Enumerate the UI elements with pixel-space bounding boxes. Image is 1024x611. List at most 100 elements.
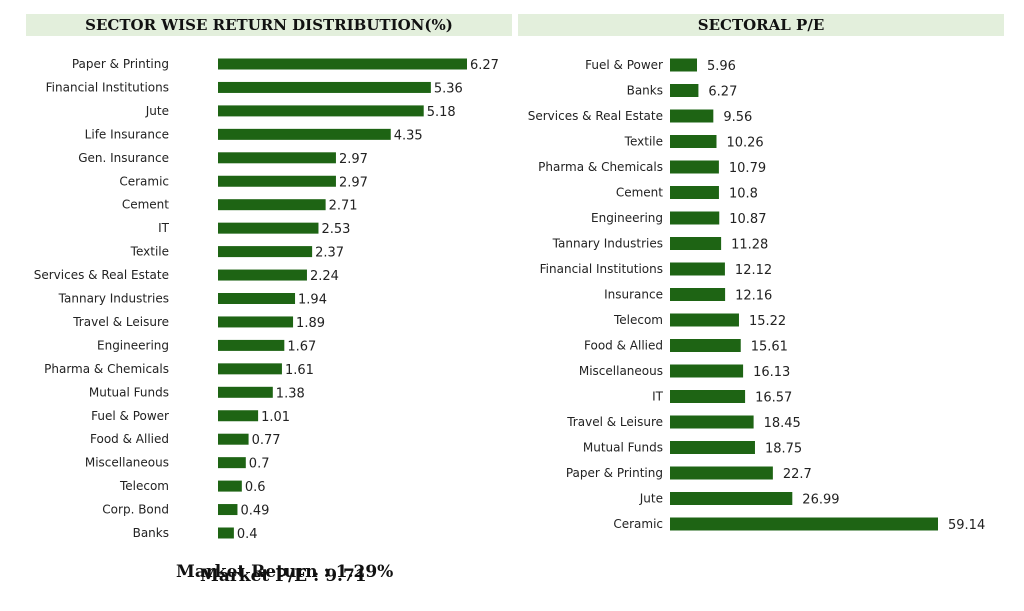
bar bbox=[670, 211, 720, 225]
value-label: 59.14 bbox=[948, 518, 985, 533]
value-label: 2.97 bbox=[339, 152, 368, 167]
bar bbox=[218, 527, 234, 539]
category-label: Engineering bbox=[591, 211, 663, 225]
bar bbox=[670, 313, 739, 327]
category-label: Insurance bbox=[604, 288, 663, 302]
bar bbox=[218, 128, 391, 140]
bar bbox=[218, 293, 296, 304]
bar bbox=[218, 105, 424, 117]
value-label: 5.18 bbox=[427, 105, 456, 120]
category-label: Pharma & Chemicals bbox=[538, 160, 663, 174]
return-chart-title: SECTOR WISE RETURN DISTRIBUTION(%) bbox=[26, 14, 512, 36]
category-label: Food & Allied bbox=[584, 339, 663, 353]
value-label: 12.16 bbox=[735, 289, 772, 304]
bar bbox=[670, 135, 717, 148]
bar bbox=[218, 480, 242, 492]
pe-chart-title: SECTORAL P/E bbox=[518, 14, 1004, 36]
value-label: 1.89 bbox=[296, 316, 325, 331]
bar bbox=[670, 364, 744, 378]
value-label: 10.26 bbox=[726, 136, 763, 151]
category-label: Paper & Printing bbox=[72, 57, 169, 71]
category-label: Tannary Industries bbox=[552, 237, 663, 251]
category-label: Cement bbox=[122, 198, 169, 212]
category-label: Textile bbox=[130, 245, 169, 259]
value-label: 1.94 bbox=[298, 293, 327, 308]
category-label: Services & Real Estate bbox=[34, 268, 169, 282]
bar bbox=[218, 433, 249, 445]
value-label: 2.53 bbox=[321, 222, 350, 237]
category-label: Gen. Insurance bbox=[78, 151, 169, 165]
value-label: 5.96 bbox=[707, 59, 736, 74]
market-pe-label: Market P/E : 9.71 bbox=[200, 566, 367, 586]
category-label: Food & Allied bbox=[90, 432, 169, 446]
value-label: 22.7 bbox=[783, 467, 812, 482]
category-label: Jute bbox=[639, 492, 663, 506]
bar bbox=[218, 386, 273, 398]
value-label: 10.87 bbox=[729, 212, 766, 227]
value-label: 15.61 bbox=[751, 340, 788, 355]
value-label: 18.45 bbox=[764, 416, 801, 431]
value-label: 9.56 bbox=[723, 110, 752, 125]
value-label: 1.67 bbox=[287, 339, 316, 354]
bar bbox=[218, 504, 238, 516]
bar bbox=[670, 84, 699, 97]
value-label: 0.6 bbox=[245, 480, 266, 495]
bar bbox=[218, 175, 336, 187]
value-label: 2.37 bbox=[315, 246, 344, 261]
category-label: IT bbox=[158, 221, 170, 235]
bar bbox=[670, 441, 755, 454]
bar bbox=[670, 466, 773, 480]
value-label: 2.71 bbox=[329, 199, 358, 214]
category-label: Miscellaneous bbox=[85, 456, 169, 470]
bar bbox=[670, 58, 698, 72]
bar bbox=[218, 269, 307, 281]
bar bbox=[670, 186, 719, 199]
value-label: 11.28 bbox=[731, 238, 768, 253]
category-label: Corp. Bond bbox=[102, 503, 169, 517]
category-label: Engineering bbox=[97, 338, 169, 352]
value-label: 10.8 bbox=[729, 187, 758, 202]
category-label: Travel & Leisure bbox=[72, 315, 169, 329]
category-label: Banks bbox=[133, 526, 169, 540]
category-label: Cement bbox=[616, 186, 663, 200]
category-label: Tannary Industries bbox=[58, 292, 169, 306]
bar bbox=[218, 246, 313, 258]
bar bbox=[218, 457, 246, 469]
category-label: Financial Institutions bbox=[46, 80, 169, 94]
value-label: 15.22 bbox=[749, 314, 786, 329]
bar bbox=[218, 363, 282, 375]
value-label: 2.24 bbox=[310, 269, 339, 284]
category-label: IT bbox=[652, 390, 664, 404]
pe-bar-chart: Fuel & Power 5.96 Banks 6.27 Services & Real… bbox=[528, 58, 985, 533]
bar bbox=[670, 390, 746, 403]
category-label: Fuel & Power bbox=[585, 58, 663, 72]
category-label: Life Insurance bbox=[85, 127, 169, 141]
category-label: Jute bbox=[145, 104, 169, 118]
value-label: 16.13 bbox=[753, 365, 790, 380]
value-label: 26.99 bbox=[802, 493, 839, 508]
bar bbox=[670, 492, 793, 505]
bar bbox=[670, 517, 938, 531]
category-label: Ceramic bbox=[613, 517, 663, 531]
category-label: Paper & Printing bbox=[566, 466, 663, 480]
value-label: 6.27 bbox=[708, 85, 737, 100]
category-label: Banks bbox=[627, 84, 663, 98]
value-label: 0.4 bbox=[237, 527, 258, 542]
value-label: 16.57 bbox=[755, 391, 792, 406]
category-label: Services & Real Estate bbox=[528, 109, 663, 123]
category-label: Miscellaneous bbox=[579, 364, 663, 378]
value-label: 12.12 bbox=[735, 263, 772, 278]
bar bbox=[670, 160, 719, 174]
value-label: 4.35 bbox=[394, 128, 423, 143]
bar bbox=[218, 199, 326, 211]
value-label: 1.01 bbox=[261, 410, 290, 425]
category-label: Travel & Leisure bbox=[566, 415, 663, 429]
market-return-label: Market Return : 1.29% bbox=[176, 562, 394, 582]
bar bbox=[218, 58, 467, 70]
bar bbox=[670, 109, 714, 123]
value-label: 18.75 bbox=[765, 442, 802, 457]
value-label: 10.79 bbox=[729, 161, 766, 176]
value-label: 0.7 bbox=[249, 457, 270, 472]
bar bbox=[670, 262, 725, 276]
bar bbox=[670, 237, 722, 250]
